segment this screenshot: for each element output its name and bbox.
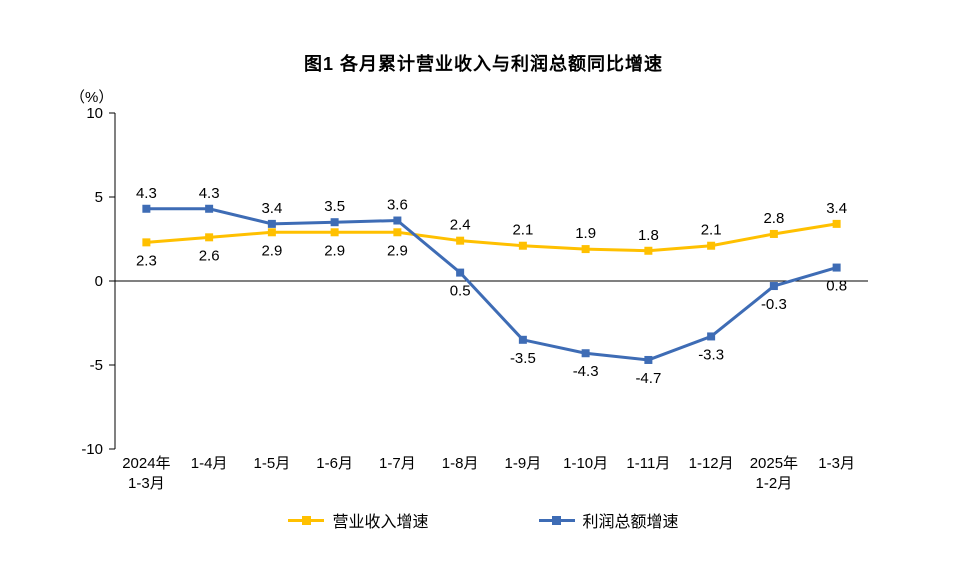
line-chart: 10 5 0 -5 -10 2024年 1-3月 1-4月 1-5月 1-6月 1-7月 1-8月 1-…	[81, 105, 868, 492]
x-category-label: 2024年 1-3月	[122, 455, 170, 492]
data-point-label: -3.3	[698, 346, 724, 363]
data-point-marker	[644, 246, 653, 255]
data-point-label: 1.9	[575, 225, 596, 242]
data-point-marker	[769, 229, 778, 238]
data-point-marker	[456, 236, 465, 245]
series-line-1	[146, 207, 838, 362]
data-point-marker	[456, 268, 465, 277]
legend-item-profit: 利润总额增速	[538, 508, 679, 532]
data-point-marker	[518, 241, 527, 250]
data-point-label: 4.3	[199, 185, 220, 202]
data-point-marker	[393, 216, 402, 225]
data-point-label: 0.8	[826, 278, 847, 295]
revenue-series-marker-icon	[288, 515, 325, 525]
data-point-marker	[707, 241, 716, 250]
chart-legend: 营业收入增速 利润总额增速	[0, 508, 967, 532]
x-category-label: 1-4月	[191, 455, 228, 472]
data-point-label: 2.1	[701, 222, 722, 239]
legend-label-profit: 利润总额增速	[582, 514, 679, 531]
x-category-label: 1-3月	[818, 455, 855, 472]
data-point-label: 2.3	[136, 252, 157, 269]
data-point-marker	[142, 238, 151, 247]
data-point-label: -4.3	[573, 363, 599, 380]
y-tick-label: -5	[90, 357, 103, 374]
x-category-label: 1-10月	[563, 455, 608, 472]
data-point-marker	[581, 349, 590, 358]
data-point-label: -3.5	[510, 350, 536, 367]
data-point-marker	[393, 228, 402, 237]
profit-series-marker-icon	[538, 515, 575, 525]
data-point-label: 2.1	[512, 222, 533, 239]
series-line-0	[146, 222, 837, 253]
chart-title: 图1 各月累计营业收入与利润总额同比增速	[303, 54, 663, 74]
x-category-label: 1-9月	[505, 455, 542, 472]
data-point-label: 4.3	[136, 185, 157, 202]
y-tick-label: 0	[95, 273, 103, 290]
legend-item-revenue: 营业收入增速	[288, 508, 429, 532]
x-category-label: 2025年 1-2月	[750, 455, 798, 492]
data-point-label: 2.9	[261, 242, 282, 259]
data-point-marker	[330, 228, 339, 237]
x-category-label: 1-5月	[254, 455, 291, 472]
data-point-label: 2.9	[387, 242, 408, 259]
data-point-marker	[142, 204, 151, 213]
data-point-marker	[581, 245, 590, 254]
y-tick-label: 10	[86, 105, 103, 122]
x-category-label: 1-7月	[379, 455, 416, 472]
data-point-label: -0.3	[761, 296, 787, 313]
data-point-label: -4.7	[635, 370, 661, 387]
legend-label-revenue: 营业收入增速	[332, 514, 429, 531]
x-category-label: 1-11月	[626, 455, 670, 472]
data-point-label: 3.6	[387, 197, 408, 214]
data-point-label: 3.5	[324, 198, 345, 215]
data-point-marker	[832, 219, 841, 228]
data-point-label: 2.9	[324, 242, 345, 259]
data-point-marker	[205, 204, 214, 213]
data-point-marker	[707, 332, 716, 341]
data-point-label: 1.8	[638, 227, 659, 244]
data-point-marker	[644, 355, 653, 364]
x-category-label: 1-12月	[689, 455, 734, 472]
data-point-label: 3.4	[261, 200, 282, 217]
data-point-label: 0.5	[450, 283, 471, 300]
y-tick-label: -10	[81, 441, 103, 458]
y-axis-unit-label: （%）	[70, 89, 114, 106]
data-point-label: 2.6	[199, 247, 220, 264]
data-point-marker	[518, 335, 527, 344]
data-point-label: 2.4	[450, 217, 471, 234]
data-point-marker	[832, 263, 841, 272]
data-point-marker	[267, 228, 276, 237]
data-point-marker	[769, 282, 778, 291]
x-category-label: 1-8月	[442, 455, 479, 472]
data-point-marker	[205, 233, 214, 242]
y-tick-label: 5	[95, 189, 103, 206]
data-point-marker	[267, 219, 276, 228]
x-category-label: 1-6月	[316, 455, 353, 472]
data-point-marker	[330, 218, 339, 227]
data-point-label: 3.4	[826, 200, 847, 217]
data-point-label: 2.8	[763, 210, 784, 227]
